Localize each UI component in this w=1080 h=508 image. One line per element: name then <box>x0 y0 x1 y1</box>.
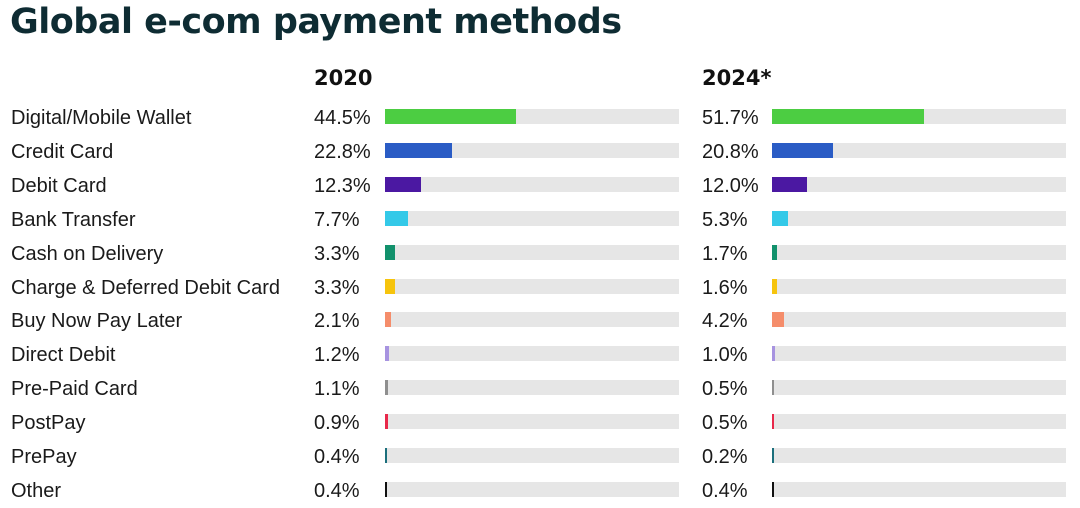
value-label-2024-cash-on-delivery: 1.7% <box>702 242 748 265</box>
bar-track-2020-pre-paid-card <box>385 380 679 396</box>
category-label-credit-card: Credit Card <box>11 140 114 163</box>
category-label-cash-on-delivery: Cash on Delivery <box>11 242 164 265</box>
bar-track-2020-direct-debit <box>385 346 679 362</box>
bar-2024-bank-transfer <box>772 210 788 226</box>
bar-2024-debit-card <box>772 176 808 192</box>
value-label-2024-bank-transfer: 5.3% <box>702 208 748 231</box>
chart-title: Global e-com payment methods <box>10 2 622 42</box>
bar-2024-pre-paid-card <box>772 380 774 396</box>
bar-2020-other <box>385 481 387 497</box>
category-label-bank-transfer: Bank Transfer <box>11 208 136 231</box>
bar-track-2024-postpay <box>772 414 1066 430</box>
category-label-direct-debit: Direct Debit <box>11 344 116 367</box>
bar-track-2024-other <box>772 481 1066 497</box>
category-label-digital-mobile-wallet: Digital/Mobile Wallet <box>11 107 192 129</box>
value-label-2024-charge-deferred-debit-card: 1.6% <box>702 276 748 299</box>
bar-track-2020-postpay <box>385 414 679 430</box>
value-label-2024-other: 0.4% <box>702 479 748 502</box>
bar-2020-prepay <box>385 448 387 463</box>
bar-track-2024-bank-transfer <box>772 210 1066 226</box>
bar-track-2020-digital-mobile-wallet <box>385 109 679 124</box>
value-label-2024-prepay: 0.2% <box>702 446 748 468</box>
bar-2020-credit-card <box>385 142 453 158</box>
value-label-2024-digital-mobile-wallet: 51.7% <box>702 107 759 129</box>
value-label-2020-debit-card: 12.3% <box>314 174 371 197</box>
bar-track-2024-debit-card <box>772 176 1066 192</box>
bar-track-2024-digital-mobile-wallet <box>772 109 1066 124</box>
bar-track-2020-bank-transfer <box>385 210 679 226</box>
bar-2020-debit-card <box>385 176 422 192</box>
value-label-2024-postpay: 0.5% <box>702 412 748 435</box>
value-label-2020-pre-paid-card: 1.1% <box>314 378 360 401</box>
bar-2024-postpay <box>772 414 774 430</box>
value-label-2020-direct-debit: 1.2% <box>314 344 360 367</box>
value-label-2024-credit-card: 20.8% <box>702 140 759 163</box>
bar-2024-credit-card <box>772 142 834 158</box>
category-label-pre-paid-card: Pre-Paid Card <box>11 378 138 401</box>
category-label-prepay: PrePay <box>11 446 77 468</box>
series-header-2020: 2020 <box>314 66 373 90</box>
bar-track-2020-debit-card <box>385 176 679 192</box>
bar-track-2024-buy-now-pay-later <box>772 312 1066 328</box>
value-label-2020-prepay: 0.4% <box>314 446 360 468</box>
value-label-2024-pre-paid-card: 0.5% <box>702 378 748 401</box>
bar-track-2024-pre-paid-card <box>772 380 1066 396</box>
bar-track-2020-prepay <box>385 448 679 463</box>
bar-track-2020-buy-now-pay-later <box>385 312 679 328</box>
bar-2020-buy-now-pay-later <box>385 312 392 328</box>
bar-track-2024-direct-debit <box>772 346 1066 362</box>
bar-2020-bank-transfer <box>385 210 408 226</box>
bar-track-2020-cash-on-delivery <box>385 244 679 260</box>
series-header-2024: 2024* <box>702 66 772 90</box>
bar-2024-buy-now-pay-later <box>772 312 785 328</box>
bar-2024-digital-mobile-wallet <box>772 109 924 124</box>
bar-track-2020-other <box>385 481 679 497</box>
value-label-2020-postpay: 0.9% <box>314 412 360 435</box>
bar-track-2024-charge-deferred-debit-card <box>772 278 1066 294</box>
value-label-2020-cash-on-delivery: 3.3% <box>314 242 360 265</box>
value-label-2020-charge-deferred-debit-card: 3.3% <box>314 276 360 299</box>
bar-2024-cash-on-delivery <box>772 244 777 260</box>
value-label-2024-direct-debit: 1.0% <box>702 344 748 367</box>
bar-track-2024-cash-on-delivery <box>772 244 1066 260</box>
bar-2020-charge-deferred-debit-card <box>385 278 395 294</box>
bar-2020-direct-debit <box>385 346 389 362</box>
value-label-2020-bank-transfer: 7.7% <box>314 208 360 231</box>
value-label-2020-digital-mobile-wallet: 44.5% <box>314 107 371 129</box>
value-label-2020-other: 0.4% <box>314 479 360 502</box>
bar-2024-prepay <box>772 448 774 463</box>
bar-track-2024-credit-card <box>772 142 1066 158</box>
category-label-other: Other <box>11 479 62 502</box>
bar-2024-charge-deferred-debit-card <box>772 278 777 294</box>
category-label-debit-card: Debit Card <box>11 174 107 197</box>
value-label-2024-buy-now-pay-later: 4.2% <box>702 310 748 333</box>
value-label-2024-debit-card: 12.0% <box>702 174 759 197</box>
category-label-buy-now-pay-later: Buy Now Pay Later <box>11 310 183 333</box>
bar-track-2020-credit-card <box>385 142 679 158</box>
category-label-charge-deferred-debit-card: Charge & Deferred Debit Card <box>11 276 281 299</box>
bar-track-2024-prepay <box>772 448 1066 463</box>
category-label-postpay: PostPay <box>11 412 86 435</box>
bar-2020-pre-paid-card <box>385 380 389 396</box>
bar-track-2020-charge-deferred-debit-card <box>385 278 679 294</box>
bar-2020-postpay <box>385 414 388 430</box>
bar-2020-digital-mobile-wallet <box>385 109 516 124</box>
value-label-2020-credit-card: 22.8% <box>314 140 371 163</box>
bar-2024-other <box>772 481 774 497</box>
bar-2024-direct-debit <box>772 346 775 362</box>
bar-2020-cash-on-delivery <box>385 244 395 260</box>
value-label-2020-buy-now-pay-later: 2.1% <box>314 310 360 333</box>
